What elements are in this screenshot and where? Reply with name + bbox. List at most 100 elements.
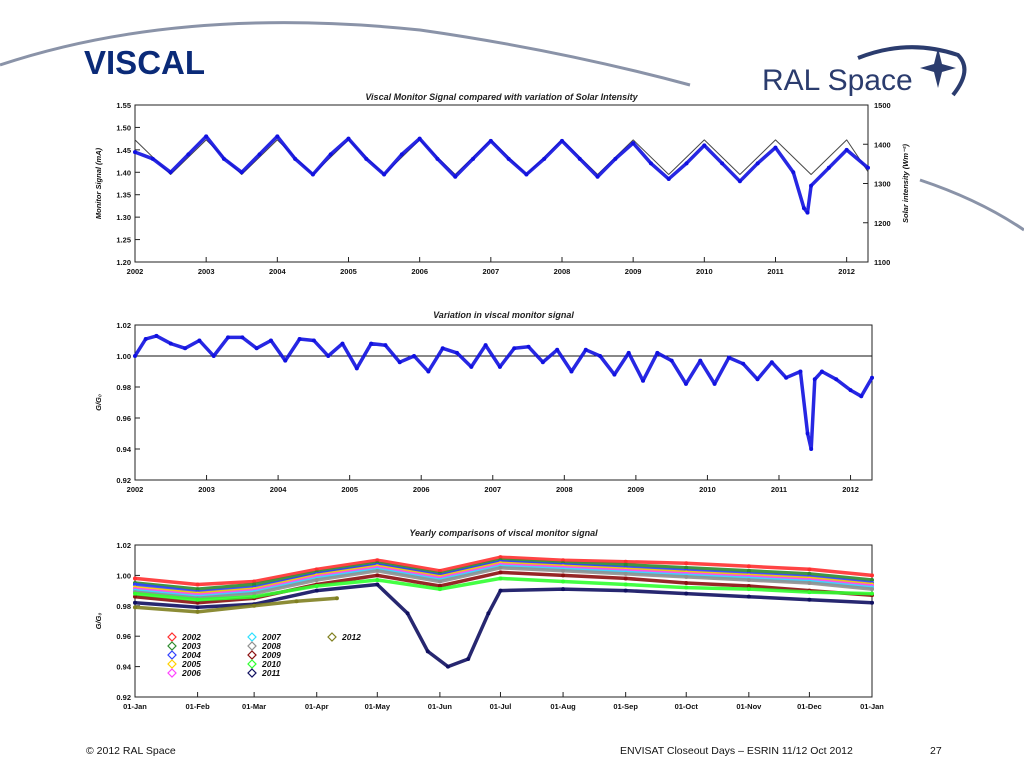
x-tick-label: 01-Jun bbox=[428, 702, 453, 711]
data-point-monitor_signal bbox=[648, 161, 653, 166]
data-point-2008 bbox=[746, 577, 751, 582]
data-point-ratio bbox=[311, 338, 316, 343]
data-point-2002 bbox=[437, 568, 442, 573]
logo-star-icon bbox=[920, 48, 956, 88]
data-point-2008 bbox=[561, 568, 566, 573]
data-point-ratio bbox=[240, 335, 245, 340]
y2-tick-label: 1400 bbox=[874, 140, 891, 149]
data-point-monitor_signal bbox=[801, 206, 806, 211]
y-tick-label: 0.96 bbox=[116, 632, 131, 641]
x-tick-label: 01-May bbox=[365, 702, 391, 711]
x-tick-label: 01-Feb bbox=[186, 702, 211, 711]
x-tick-label: 01-Aug bbox=[550, 702, 576, 711]
data-point-monitor_signal bbox=[488, 138, 493, 143]
data-point-monitor_signal bbox=[524, 172, 529, 177]
x-tick-label: 01-Jan bbox=[123, 702, 147, 711]
legend-label: 2004 bbox=[181, 650, 201, 660]
y-tick-label: 1.35 bbox=[116, 191, 131, 200]
data-point-2010 bbox=[314, 584, 319, 589]
plot-frame bbox=[134, 324, 873, 481]
data-point-ratio bbox=[397, 360, 402, 365]
y-tick-label: 0.94 bbox=[116, 445, 131, 454]
x-tick-label: 01-Dec bbox=[797, 702, 822, 711]
legend-diamond-icon bbox=[247, 632, 257, 642]
data-point-2003 bbox=[807, 571, 812, 576]
data-point-2002 bbox=[133, 576, 137, 581]
data-point-ratio bbox=[726, 355, 731, 360]
data-point-ratio bbox=[369, 341, 374, 346]
data-point-2011 bbox=[623, 588, 628, 593]
data-point-2008 bbox=[252, 591, 257, 596]
y-tick-label: 1.00 bbox=[116, 571, 131, 580]
data-point-monitor_signal bbox=[542, 156, 547, 161]
data-point-ratio bbox=[798, 369, 803, 374]
logo-swoosh-icon bbox=[857, 45, 967, 97]
data-point-2010 bbox=[870, 591, 874, 596]
legend-diamond-icon bbox=[167, 668, 177, 678]
data-point-2011 bbox=[375, 582, 380, 587]
data-point-ratio bbox=[859, 394, 864, 399]
data-point-monitor_signal bbox=[577, 156, 582, 161]
legend-label: 2012 bbox=[341, 632, 361, 642]
data-point-ratio bbox=[834, 377, 839, 382]
data-point-2003 bbox=[870, 577, 874, 582]
data-point-ratio bbox=[598, 354, 603, 358]
data-point-2002 bbox=[623, 559, 628, 564]
data-point-2012 bbox=[334, 596, 339, 601]
data-point-ratio bbox=[226, 335, 231, 340]
data-point-2010 bbox=[561, 579, 566, 584]
data-point-ratio bbox=[469, 364, 474, 369]
data-point-ratio bbox=[497, 364, 502, 369]
x-tick-label: 01-Nov bbox=[736, 702, 762, 711]
data-point-2011 bbox=[498, 588, 503, 593]
data-point-ratio bbox=[254, 346, 259, 351]
y-tick-label: 1.45 bbox=[116, 146, 131, 155]
y-tick-label: 1.50 bbox=[116, 123, 131, 132]
data-point-ratio bbox=[168, 341, 173, 346]
data-point-ratio bbox=[805, 431, 810, 436]
data-point-2004 bbox=[133, 582, 137, 587]
x-tick-label: 2006 bbox=[411, 267, 428, 276]
data-point-2009 bbox=[437, 584, 442, 589]
data-point-2010 bbox=[807, 590, 812, 595]
x-tick-label: 2009 bbox=[628, 485, 645, 494]
footer-copyright: © 2012 RAL Space bbox=[86, 745, 176, 757]
data-point-monitor_signal bbox=[755, 161, 760, 166]
data-point-monitor_signal bbox=[471, 156, 476, 161]
data-point-monitor_signal bbox=[186, 152, 191, 157]
legend-diamond-icon bbox=[167, 632, 177, 642]
data-point-monitor_signal bbox=[866, 165, 870, 170]
y-axis-label: Monitor Signal (mA) bbox=[94, 147, 103, 219]
x-tick-label: 2012 bbox=[838, 267, 855, 276]
data-point-2009 bbox=[684, 581, 689, 585]
data-point-ratio bbox=[426, 369, 431, 374]
data-point-ratio bbox=[340, 341, 345, 346]
data-point-monitor_signal bbox=[826, 165, 831, 170]
legend-diamond-icon bbox=[247, 650, 257, 660]
y-tick-label: 0.94 bbox=[116, 663, 131, 672]
data-point-2002 bbox=[314, 567, 319, 572]
data-point-2010 bbox=[437, 587, 442, 592]
data-point-ratio bbox=[268, 338, 273, 343]
data-point-ratio bbox=[154, 333, 159, 338]
chart-title: Yearly comparisons of viscal monitor sig… bbox=[409, 528, 598, 538]
x-tick-label: 2006 bbox=[413, 485, 430, 494]
y-axis-label: G/G₀ bbox=[94, 613, 103, 630]
data-point-2008 bbox=[314, 577, 319, 582]
data-point-monitor_signal bbox=[328, 152, 333, 157]
data-point-2003 bbox=[746, 568, 751, 573]
data-point-2002 bbox=[195, 582, 200, 587]
x-tick-label: 2002 bbox=[127, 267, 144, 276]
data-point-2009 bbox=[133, 594, 137, 599]
data-point-2010 bbox=[133, 591, 137, 596]
data-point-ratio bbox=[454, 350, 459, 355]
footer-event: ENVISAT Closeout Days – ESRIN 11/12 Oct … bbox=[620, 745, 853, 757]
x-tick-label: 2004 bbox=[270, 485, 288, 494]
data-point-2010 bbox=[195, 597, 200, 602]
data-point-monitor_signal bbox=[613, 156, 618, 161]
data-point-ratio bbox=[819, 369, 824, 374]
data-point-2009 bbox=[375, 573, 380, 578]
data-point-ratio bbox=[812, 377, 817, 382]
y-tick-label: 1.00 bbox=[116, 352, 131, 361]
y-tick-label: 1.55 bbox=[116, 101, 131, 110]
